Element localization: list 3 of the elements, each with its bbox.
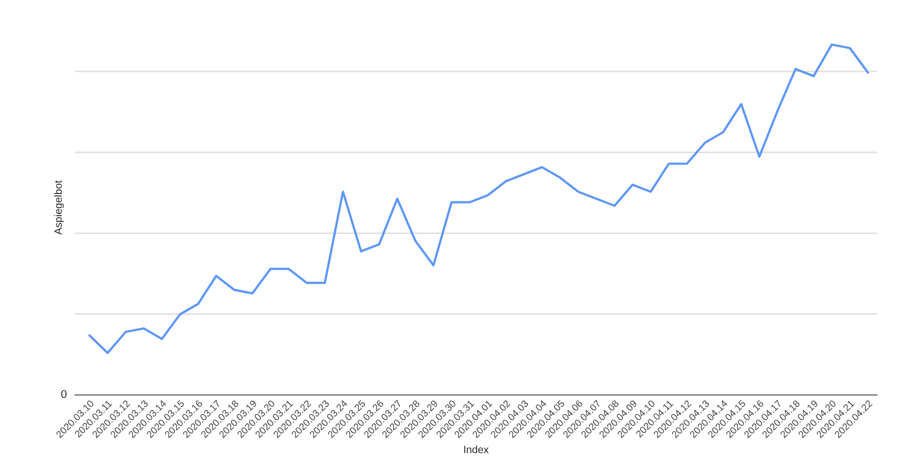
- text: 0: [61, 390, 67, 398]
- y-axis-title: Aspiegelbot: [54, 180, 64, 235]
- x-axis-title: Index: [464, 446, 489, 454]
